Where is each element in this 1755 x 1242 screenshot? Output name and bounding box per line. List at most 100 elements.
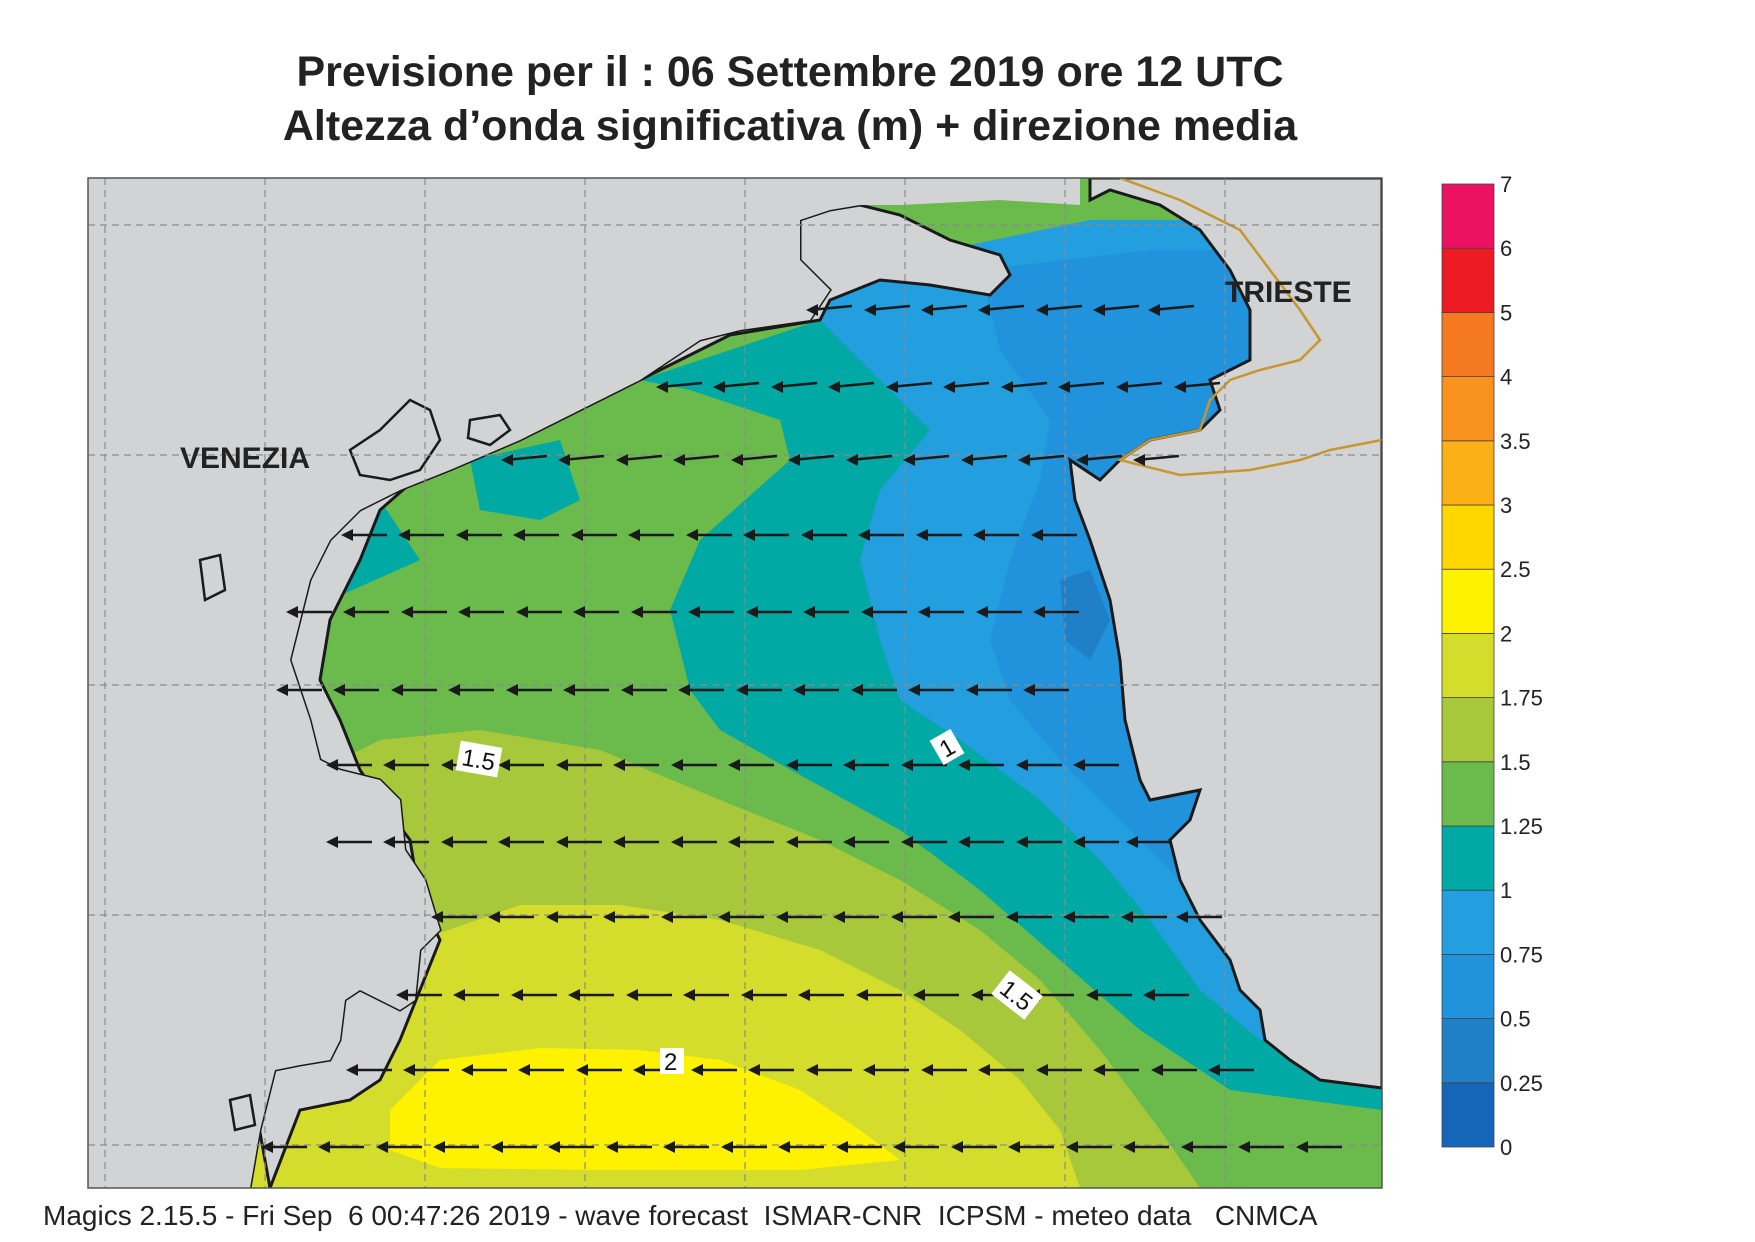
- direction-arrow-head: [576, 1064, 588, 1076]
- legend-swatch: [1441, 504, 1495, 570]
- legend-tick-label: 1.5: [1500, 750, 1531, 775]
- direction-arrow-head: [1093, 1064, 1105, 1076]
- direction-arrow-head: [501, 454, 513, 466]
- direction-arrow-head: [631, 606, 643, 618]
- direction-arrow-head: [1181, 1141, 1193, 1153]
- legend-swatch: [1441, 889, 1495, 955]
- direction-arrow-head: [728, 759, 740, 771]
- direction-arrow-head: [511, 989, 523, 1001]
- direction-arrow-head: [1001, 381, 1013, 393]
- direction-arrow-head: [856, 989, 868, 1001]
- direction-arrow-head: [661, 911, 673, 923]
- direction-arrow-head: [908, 684, 920, 696]
- direction-arrow-head: [558, 454, 570, 466]
- direction-arrow-head: [721, 1141, 733, 1153]
- legend-tick-label: 7: [1500, 172, 1512, 197]
- direction-arrow-head: [396, 989, 408, 1001]
- direction-arrow-head: [548, 1141, 560, 1153]
- direction-arrow-head: [1031, 529, 1043, 541]
- direction-arrow-head: [571, 529, 583, 541]
- direction-arrow-head: [343, 606, 355, 618]
- direction-arrow-head: [1066, 1141, 1078, 1153]
- direction-arrow-head: [341, 529, 353, 541]
- direction-arrow-head: [893, 1141, 905, 1153]
- direction-arrow-head: [401, 606, 413, 618]
- direction-arrow-head: [683, 989, 695, 1001]
- direction-arrow-head: [943, 381, 955, 393]
- direction-arrow-head: [506, 684, 518, 696]
- sea-patch-teal-north: [470, 440, 580, 520]
- direction-arrow-head: [433, 1141, 445, 1153]
- direction-arrow-head: [801, 529, 813, 541]
- direction-arrow-head: [346, 1064, 358, 1076]
- direction-arrow-head: [1151, 1064, 1163, 1076]
- direction-arrow-head: [1006, 911, 1018, 923]
- direction-arrow-head: [921, 304, 933, 316]
- legend-tick-label: 3: [1500, 493, 1512, 518]
- legend-swatch: [1441, 1082, 1495, 1148]
- direction-arrow-head: [673, 454, 685, 466]
- direction-arrow-head: [461, 1064, 473, 1076]
- direction-arrow-head: [836, 1141, 848, 1153]
- legend-tick-label: 1.25: [1500, 814, 1543, 839]
- direction-arrow-head: [1073, 836, 1085, 848]
- svg-text:2: 2: [664, 1049, 677, 1076]
- legend-swatch: [1441, 954, 1495, 1020]
- sea-band-0.25: [1060, 570, 1110, 660]
- legend-swatch: [1441, 633, 1495, 699]
- legend-tick-label: 4: [1500, 365, 1512, 390]
- direction-arrow-head: [978, 1064, 990, 1076]
- direction-arrow-head: [958, 759, 970, 771]
- direction-arrow-head: [1008, 1141, 1020, 1153]
- direction-arrow-head: [491, 1141, 503, 1153]
- direction-arrow-head: [286, 606, 298, 618]
- legend-swatch: [1441, 568, 1495, 634]
- direction-arrow-head: [863, 1064, 875, 1076]
- direction-arrow-head: [441, 836, 453, 848]
- legend-tick-label: 3.5: [1500, 429, 1531, 454]
- direction-arrow-head: [741, 989, 753, 1001]
- border-line: [1116, 178, 1382, 477]
- direction-arrow-head: [1123, 1141, 1135, 1153]
- direction-arrow-head: [1176, 911, 1188, 923]
- direction-arrow-head: [568, 989, 580, 1001]
- legend-swatch: [1441, 761, 1495, 827]
- direction-arrow-head: [376, 1141, 388, 1153]
- direction-arrow-head: [1016, 836, 1028, 848]
- direction-arrow-head: [456, 529, 468, 541]
- legend-tick-label: 0.5: [1500, 1007, 1531, 1032]
- direction-arrow-head: [613, 836, 625, 848]
- direction-arrow-head: [563, 684, 575, 696]
- direction-arrow-head: [1148, 304, 1160, 316]
- direction-arrow-head: [958, 836, 970, 848]
- direction-arrow-head: [976, 606, 988, 618]
- direction-arrow-head: [691, 1064, 703, 1076]
- direction-arrow-head: [973, 529, 985, 541]
- direction-arrow-head: [786, 836, 798, 848]
- direction-arrow-head: [858, 529, 870, 541]
- direction-arrow-head: [671, 759, 683, 771]
- direction-arrow-head: [746, 606, 758, 618]
- direction-arrow-head: [851, 684, 863, 696]
- direction-arrow-head: [971, 989, 983, 1001]
- direction-arrow-head: [828, 381, 840, 393]
- title-line-2: Altezza d’onda significativa (m) + direz…: [282, 102, 1298, 150]
- direction-arrow-head: [398, 529, 410, 541]
- direction-arrow-head: [326, 759, 338, 771]
- direction-arrow-head: [498, 836, 510, 848]
- direction-arrow-head: [513, 529, 525, 541]
- direction-arrow-head: [688, 606, 700, 618]
- direction-arrow-head: [1143, 989, 1155, 1001]
- direction-arrow-head: [864, 304, 876, 316]
- lagoon-island-3: [198, 553, 227, 602]
- direction-arrow-head: [556, 759, 568, 771]
- city-label-venezia: VENEZIA: [180, 442, 310, 475]
- svg-text:1.5: 1.5: [460, 744, 498, 776]
- legend-swatch: [1441, 440, 1495, 506]
- direction-arrow-head: [441, 759, 453, 771]
- direction-arrow-head: [613, 759, 625, 771]
- direction-arrow-head: [546, 911, 558, 923]
- lagoon-island-1: [348, 398, 442, 482]
- direction-arrow-head: [776, 911, 788, 923]
